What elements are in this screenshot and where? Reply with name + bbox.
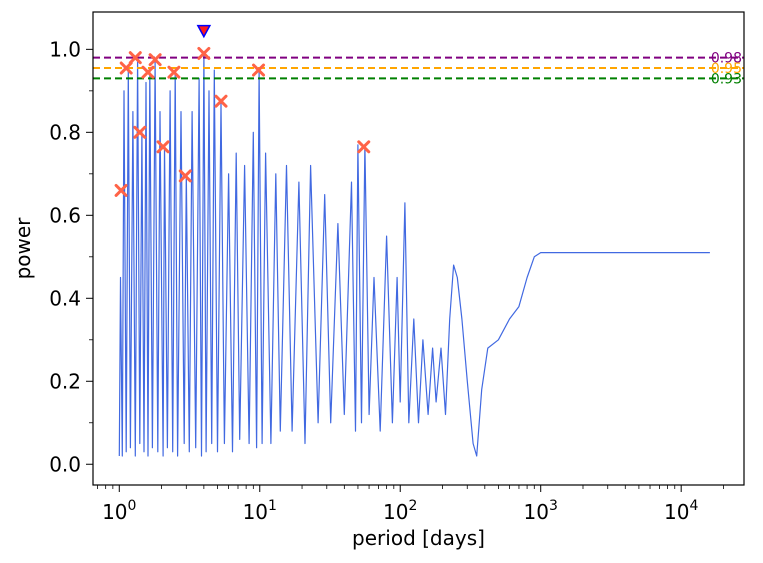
x-tick-label: 101 [243, 498, 277, 524]
y-tick-label: 1.0 [49, 37, 81, 61]
peak-marker [128, 51, 142, 65]
threshold-label: 0.93 [711, 71, 742, 87]
peak-marker [141, 65, 155, 79]
peak-marker-stroke [114, 183, 128, 197]
peak-marker-stroke [357, 140, 371, 154]
axes-frame [92, 11, 745, 486]
peak-marker [178, 169, 192, 183]
peak-marker [167, 65, 181, 79]
peak-marker [156, 140, 170, 154]
x-axis-label: period [days] [352, 526, 485, 550]
peak-marker [197, 46, 211, 60]
threshold-label: 0.95 [711, 61, 742, 77]
peak-marker [214, 94, 228, 108]
peak-marker [357, 140, 371, 154]
x-tick-label: 100 [102, 498, 136, 524]
peak-marker-stroke [119, 61, 133, 75]
peak-marker [114, 183, 128, 197]
peak-marker-stroke [148, 53, 162, 67]
peak-marker-stroke [141, 65, 155, 79]
peak-marker-stroke [156, 140, 170, 154]
peak-marker-stroke [133, 125, 147, 139]
y-tick-label: 0.0 [49, 452, 81, 476]
y-tick-label: 0.4 [49, 286, 81, 310]
threshold-label: 0.98 [711, 51, 742, 67]
peak-marker-stroke [167, 65, 181, 79]
plot-content: 0.980.950.93 [93, 24, 744, 457]
peak-marker [148, 53, 162, 67]
peak-marker [252, 63, 266, 77]
x-tick-label: 103 [524, 498, 558, 524]
peak-marker [133, 125, 147, 139]
y-tick-label: 0.8 [49, 120, 81, 144]
x-axis: 100 101 102 103 104 [97, 485, 724, 524]
peak-marker-stroke [214, 94, 228, 108]
peak-marker-stroke [128, 51, 142, 65]
x-tick-label: 102 [383, 498, 417, 524]
peak-marker [119, 61, 133, 75]
best-peak-marker [196, 24, 212, 39]
y-axis-label: power [11, 217, 35, 280]
series-line-periodogram [118, 52, 710, 457]
y-axis: 0.0 0.2 0.4 0.6 0.8 1.0 [49, 37, 93, 476]
y-tick-label: 0.2 [49, 369, 81, 393]
x-tick-label: 104 [664, 498, 698, 524]
peak-marker-stroke [178, 169, 192, 183]
peak-marker-stroke [197, 46, 211, 60]
peak-marker-stroke [252, 63, 266, 77]
y-tick-label: 0.6 [49, 203, 81, 227]
